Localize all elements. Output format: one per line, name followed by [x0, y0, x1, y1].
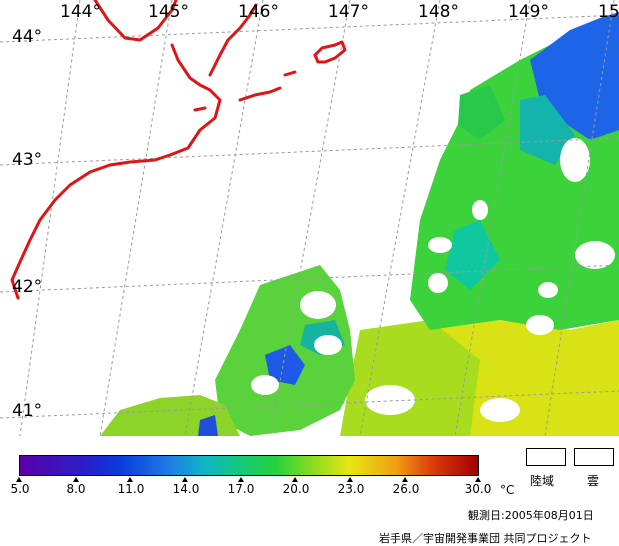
cloud-8 [480, 398, 520, 422]
longitude-label: 149° [508, 2, 549, 22]
colorbar-unit: °C [500, 483, 515, 497]
land-legend-label: 陸域 [530, 474, 555, 488]
coastline-nemuro [10, 43, 222, 300]
cloud-6 [560, 138, 590, 182]
sst-patch-blue-west [265, 345, 305, 385]
latitude-label: 42° [12, 277, 43, 297]
cloud-12 [472, 200, 488, 220]
longitude-label: 15 [598, 2, 619, 22]
cloud-11 [538, 282, 558, 298]
colorbar-tick-label: 17.0 [227, 482, 255, 496]
cloud-9 [365, 385, 415, 415]
meridian-149 [454, 0, 531, 436]
longitude-label: 148° [418, 2, 459, 22]
sst-patch-cyan [445, 220, 500, 290]
land-legend-swatch [526, 448, 566, 466]
colorbar-tick-mark [238, 477, 244, 482]
colorbar-tick-label: 11.0 [117, 482, 145, 496]
cloud-7 [575, 241, 615, 269]
colorbar-tick-label: 14.0 [172, 482, 200, 496]
meridian-145 [99, 0, 173, 436]
longitude-label: 146° [238, 2, 279, 22]
coastline-layer [10, 0, 347, 300]
observation-date: 観測日:2005年08月01日 [468, 509, 594, 522]
longitude-label: 145° [148, 2, 189, 22]
colorbar-tick-mark [292, 477, 298, 482]
cloud-4 [428, 273, 448, 293]
coastline-islands-2 [283, 70, 297, 77]
sea-surface-temperature-map: 144° 145° 146° 147° 148° 149° 15 44° 43°… [0, 0, 619, 436]
longitude-label: 144° [60, 2, 101, 22]
parallel-42 [0, 264, 619, 293]
cloud-legend-swatch [574, 448, 614, 466]
coastline-islands-1 [238, 86, 282, 102]
cloud-2 [314, 335, 342, 355]
colorbar-tick-mark [73, 477, 79, 482]
colorbar-tick-mark [475, 477, 481, 482]
sst-patch-warm-southeast [430, 320, 619, 436]
colorbar-tick-label: 26.0 [392, 482, 420, 496]
map-canvas [0, 0, 619, 436]
coastline-hokkaido [93, 0, 178, 42]
cloud-1 [300, 291, 336, 319]
colorbar-tick-label: 20.0 [282, 482, 310, 496]
latitude-label: 41° [12, 401, 43, 421]
cloud-5 [526, 315, 554, 335]
meridian-148 [359, 0, 441, 436]
colorbar-tick-label: 8.0 [66, 482, 86, 496]
parallel-43 [0, 137, 619, 166]
colorbar-tick-mark [347, 477, 353, 482]
meridian-146 [184, 0, 264, 436]
lat-lon-grid [0, 0, 619, 436]
colorbar-tick-label: 5.0 [10, 482, 30, 496]
coastline-kunashiri [208, 3, 258, 77]
parallel-41 [0, 390, 619, 419]
coastline-islands-3 [193, 106, 207, 112]
sst-patch-teal-northeast [520, 95, 575, 165]
cloud-3 [251, 375, 279, 395]
colorbar-tick-mark [182, 477, 188, 482]
cloud-10 [428, 237, 452, 253]
meridian-147 [269, 0, 351, 436]
meridian-150 [544, 0, 615, 436]
latitude-label: 43° [12, 150, 43, 170]
parallel-44 [0, 14, 619, 43]
sst-data-layer [100, 12, 619, 436]
temperature-colorbar [19, 455, 479, 476]
colorbar-tick-mark [402, 477, 408, 482]
sst-patch-blue-south [198, 415, 218, 436]
colorbar-tick-mark [127, 477, 133, 482]
longitude-label: 147° [328, 2, 369, 22]
coastline-shikotan [313, 40, 347, 64]
colorbar-tick-mark [16, 477, 22, 482]
sst-patch-green-northwest [458, 85, 505, 140]
colorbar-tick-label: 23.0 [337, 482, 365, 496]
meridian-144 [19, 0, 81, 436]
colorbar-tick-label: 30.0 [464, 482, 492, 496]
latitude-label: 44° [12, 27, 43, 47]
credit-line: 岩手県／宇宙開発事業団 共同プロジェクト [379, 532, 592, 545]
cloud-legend-label: 雲 [587, 474, 600, 488]
